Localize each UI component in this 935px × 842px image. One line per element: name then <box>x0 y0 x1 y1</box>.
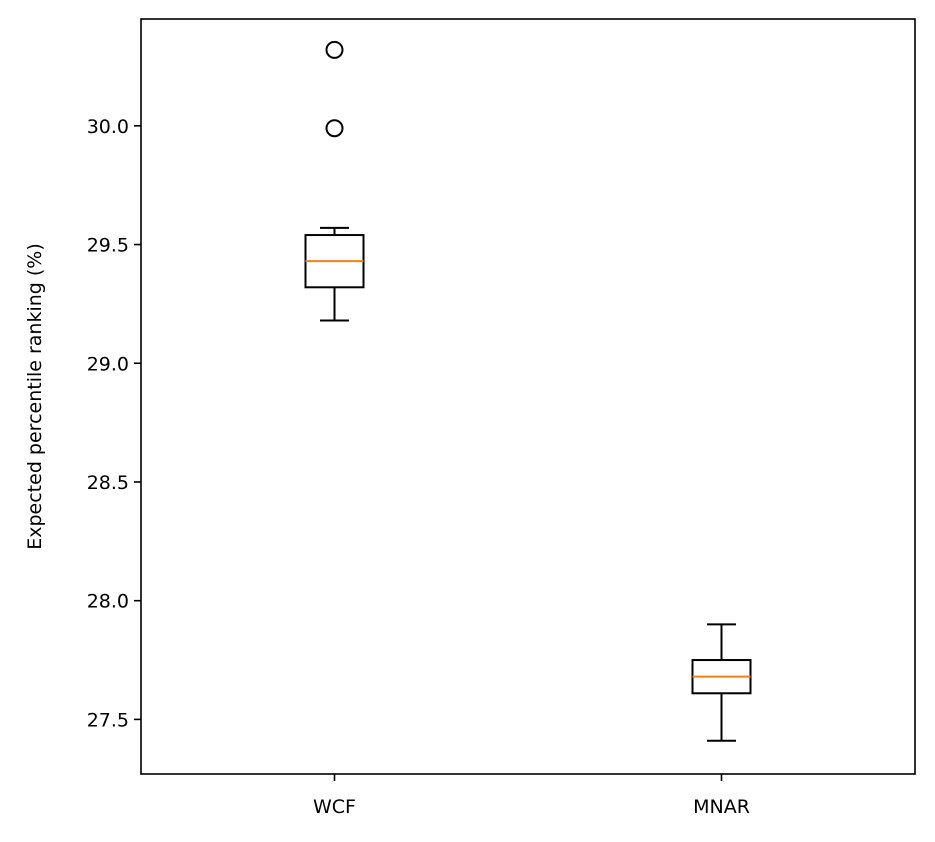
box-group-mnar <box>691 623 752 742</box>
x-tick-label: MNAR <box>693 796 750 818</box>
chart-marks <box>304 40 752 742</box>
y-tick-label: 30.0 <box>87 116 129 138</box>
y-axis-ticks: 27.5 28.0 28.5 29.0 29.5 30.0 <box>87 116 141 731</box>
outlier-point <box>325 40 344 59</box>
y-tick-label: 29.5 <box>87 235 129 257</box>
y-tick-label: 29.0 <box>87 353 129 375</box>
plot-area-frame <box>140 18 916 775</box>
outlier-point <box>325 119 344 138</box>
plot-area-background <box>141 19 915 774</box>
y-tick-label: 28.0 <box>87 591 129 613</box>
box-group-wcf <box>304 40 365 322</box>
y-tick-label: 28.5 <box>87 472 129 494</box>
y-tick-label: 27.5 <box>87 709 129 731</box>
y-axis-label: Expected percentile ranking (%) <box>24 243 46 550</box>
x-axis-ticks: WCF MNAR <box>313 774 750 818</box>
x-tick-label: WCF <box>313 796 356 818</box>
